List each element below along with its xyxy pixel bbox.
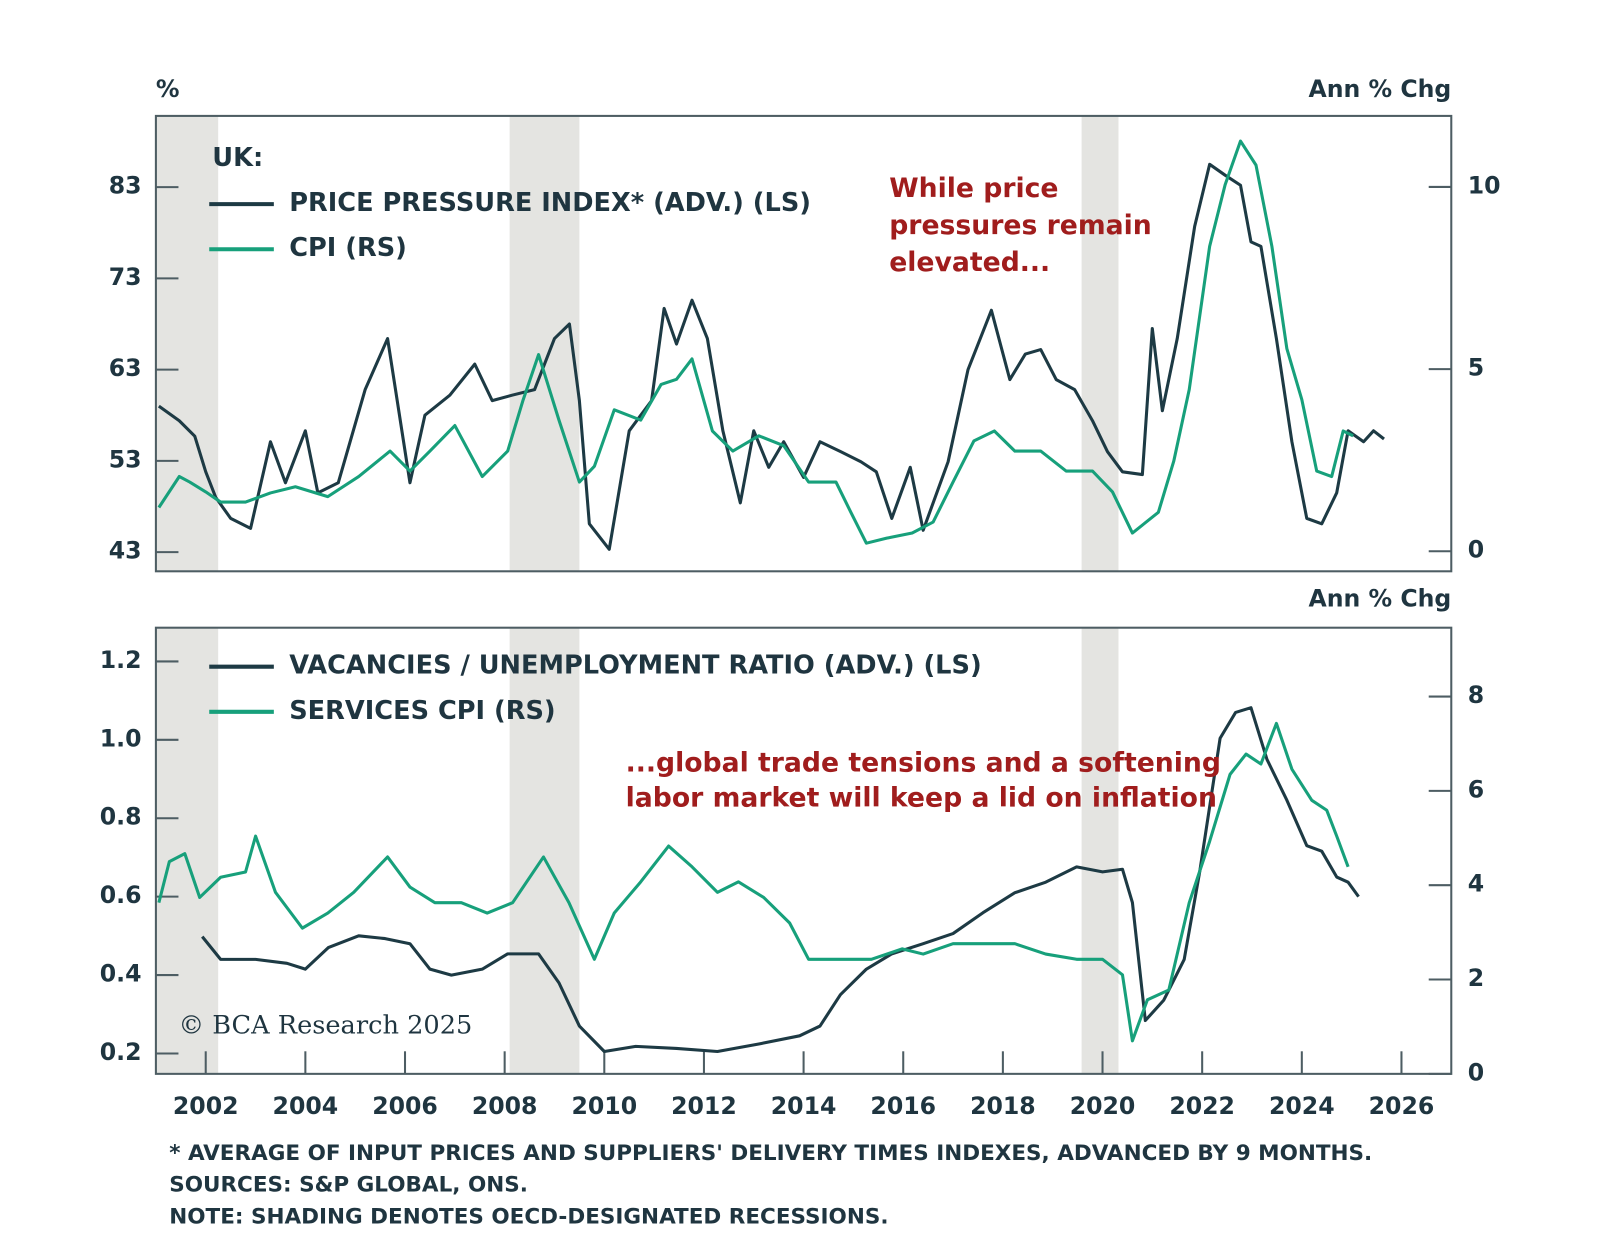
y-tick-label: 73 [109,263,142,291]
y2-tick-label: 2 [1468,964,1484,992]
recession-shading [155,627,219,1074]
legend-label: SERVICES CPI (RS) [289,696,555,726]
series-line [201,706,1360,1054]
y2-tick-label: 8 [1468,681,1484,709]
x-tick-label: 2024 [1269,1092,1335,1120]
legend-label: CPI (RS) [289,233,407,263]
recession-shading [1081,627,1119,1074]
y2-tick-label: 0 [1468,536,1484,564]
x-tick-label: 2008 [472,1092,538,1120]
x-tick-label: 2018 [970,1092,1036,1120]
recession-shading [1081,115,1119,572]
annotation: labor market will keep a lid on inflatio… [626,782,1217,813]
y2-tick-label: 0 [1468,1058,1484,1086]
right-axis-title: Ann % Chg [1308,75,1451,103]
right-axis-title: Ann % Chg [1308,585,1451,613]
footnote: NOTE: SHADING DENOTES OECD-DESIGNATED RE… [169,1204,888,1229]
x-tick-label: 2026 [1369,1092,1435,1120]
annotation: While price [889,173,1058,204]
series-line [157,721,1350,1043]
y-tick-label: 0.8 [100,803,142,831]
footnote: SOURCES: S&P GLOBAL, ONS. [169,1173,528,1198]
legend-title: UK: [212,143,263,173]
x-tick-label: 2014 [771,1092,837,1120]
x-tick-label: 2004 [273,1092,339,1120]
y2-tick-label: 10 [1468,171,1501,199]
x-tick-label: 2022 [1169,1092,1235,1120]
annotation: elevated... [889,247,1050,278]
x-tick-label: 2002 [173,1092,239,1120]
x-tick-label: 2006 [372,1092,438,1120]
y-tick-label: 1.0 [100,724,142,752]
recession-shading [509,115,580,572]
x-tick-label: 2020 [1070,1092,1136,1120]
y-tick-label: 1.2 [100,646,142,674]
x-tick-label: 2016 [870,1092,936,1120]
annotation: pressures remain [889,210,1151,241]
y-tick-label: 63 [109,354,142,382]
watermark: © BCA Research 2025 [178,1011,472,1041]
recession-shading [155,115,219,572]
legend-label: PRICE PRESSURE INDEX* (ADV.) (LS) [289,188,811,218]
legend-label: VACANCIES / UNEMPLOYMENT RATIO (ADV.) (L… [289,651,981,681]
y-tick-label: 0.2 [100,1038,142,1066]
y2-tick-label: 4 [1468,870,1484,898]
y-tick-label: 53 [109,445,142,473]
y2-tick-label: 6 [1468,775,1484,803]
y-tick-label: 83 [109,172,142,200]
x-tick-label: 2010 [571,1092,637,1120]
y-tick-label: 0.4 [100,960,142,988]
series-line [157,139,1354,545]
y-tick-label: 0.6 [100,881,142,909]
left-axis-title: % [156,75,180,103]
footnote: * AVERAGE OF INPUT PRICES AND SUPPLIERS'… [169,1141,1372,1166]
y-tick-label: 43 [109,537,142,565]
x-tick-label: 2012 [671,1092,737,1120]
plot-frame [154,114,1453,573]
annotation: ...global trade tensions and a softening [626,748,1221,779]
y2-tick-label: 5 [1468,354,1484,382]
